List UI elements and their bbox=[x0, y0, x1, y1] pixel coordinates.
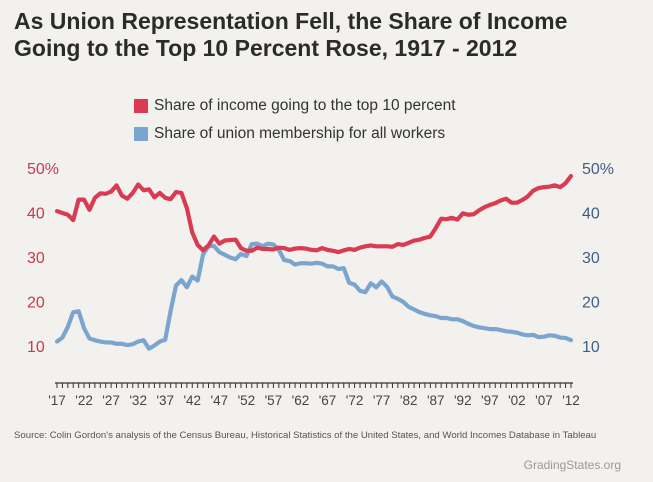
x-tick-label: '97 bbox=[481, 393, 499, 408]
brand-watermark: GradingStates.org bbox=[523, 458, 621, 472]
y-tick-label-left: 40 bbox=[27, 206, 45, 223]
legend-item-union: Share of union membership for all worker… bbox=[134, 120, 456, 148]
x-tick-label: '72 bbox=[346, 393, 364, 408]
x-tick-label: '87 bbox=[427, 393, 445, 408]
x-tick-label: '47 bbox=[211, 393, 229, 408]
x-tick-label: '27 bbox=[102, 393, 120, 408]
x-tick-label: '32 bbox=[129, 393, 147, 408]
source-note: Source: Colin Gordon's analysis of the C… bbox=[14, 430, 597, 441]
y-axis-right: 50% 40 30 20 10 bbox=[582, 161, 614, 356]
legend-swatch-union bbox=[134, 127, 148, 141]
legend-label-union: Share of union membership for all worker… bbox=[154, 125, 446, 142]
x-tick-label: '52 bbox=[238, 393, 256, 408]
legend-swatch-income bbox=[134, 99, 148, 113]
legend-item-income: Share of income going to the top 10 perc… bbox=[134, 92, 456, 120]
series-line-income bbox=[54, 173, 574, 255]
chart-legend: Share of income going to the top 10 perc… bbox=[134, 92, 456, 148]
x-axis: '17 '22 '27 '32 '37 '42 '47 '52 '57 '62 '67 '72 '77 '… bbox=[48, 382, 580, 408]
y-tick-label-right: 50% bbox=[582, 161, 614, 178]
y-tick-label-left: 20 bbox=[27, 295, 45, 312]
series-line-union bbox=[54, 241, 574, 351]
y-tick-label-left: 10 bbox=[27, 339, 45, 356]
x-tick-label: '67 bbox=[319, 393, 337, 408]
y-tick-label-right: 10 bbox=[582, 339, 600, 356]
y-tick-label-right: 40 bbox=[582, 206, 600, 223]
x-tick-label: '42 bbox=[183, 393, 201, 408]
plot-lines bbox=[54, 173, 574, 351]
x-tick-label: '82 bbox=[400, 393, 418, 408]
x-tick-label: '92 bbox=[454, 393, 472, 408]
y-tick-label-left: 30 bbox=[27, 250, 45, 267]
x-tick-label: '22 bbox=[75, 393, 93, 408]
x-tick-label: '57 bbox=[265, 393, 283, 408]
chart-title-line-2: Going to the Top 10 Percent Rose, 1917 -… bbox=[14, 35, 518, 61]
y-axis-left: 50% 40 30 20 10 bbox=[27, 161, 59, 356]
chart-title: As Union Representation Fell, the Share … bbox=[14, 8, 644, 62]
x-tick-label: '02 bbox=[508, 393, 526, 408]
x-tick-label: '77 bbox=[373, 393, 391, 408]
x-tick-label: '62 bbox=[292, 393, 310, 408]
y-tick-label-left: 50% bbox=[27, 161, 59, 178]
y-tick-label-right: 20 bbox=[582, 295, 600, 312]
chart-title-line-1: As Union Representation Fell, the Share … bbox=[14, 8, 568, 34]
x-tick-label: '17 bbox=[48, 393, 66, 408]
x-tick-label: '07 bbox=[535, 393, 553, 408]
legend-label-income: Share of income going to the top 10 perc… bbox=[154, 97, 456, 114]
y-tick-label-right: 30 bbox=[582, 250, 600, 267]
x-tick-label: '12 bbox=[562, 393, 580, 408]
x-tick-label: '37 bbox=[156, 393, 174, 408]
